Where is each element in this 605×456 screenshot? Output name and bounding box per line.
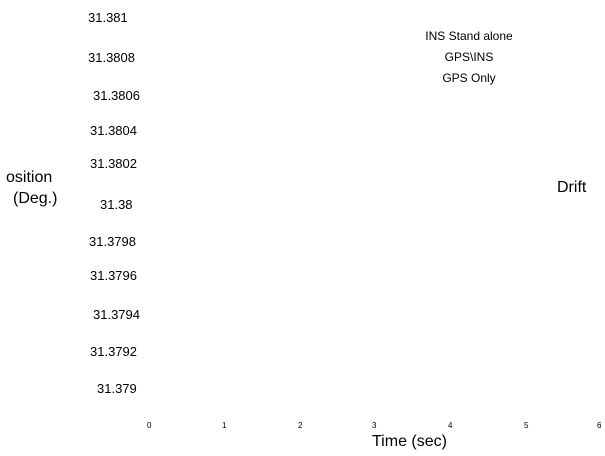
y-tick-label: 31.3802 <box>90 156 137 171</box>
y-tick-label: 31.38 <box>100 197 133 212</box>
y-tick-label: 31.3796 <box>90 268 137 283</box>
x-tick-label: 4 <box>448 421 453 430</box>
x-tick-label: 0 <box>147 421 152 430</box>
legend-entry: INS Stand alone <box>425 29 513 43</box>
y-axis-label-line-2: (Deg.) <box>13 190 57 207</box>
legend-entry: GPS\INS <box>445 50 494 64</box>
x-tick-label: 3 <box>372 421 377 430</box>
y-tick-label: 31.3798 <box>89 234 136 249</box>
y-tick-label: 31.3804 <box>90 123 137 138</box>
y-tick-label: 31.379 <box>97 381 137 396</box>
y-tick-label: 31.3806 <box>93 88 140 103</box>
x-tick-label: 1 <box>222 421 227 430</box>
drift-annotation: Drift <box>557 179 587 196</box>
y-tick-label: 31.381 <box>88 10 128 25</box>
x-tick-label: 2 <box>298 421 303 430</box>
y-tick-label: 31.3808 <box>88 50 135 65</box>
x-axis-label: Time (sec) <box>372 433 447 450</box>
x-tick-label: 6 <box>597 421 602 430</box>
legend-entry: GPS Only <box>442 71 495 85</box>
y-tick-label: 31.3794 <box>93 307 140 322</box>
legend: INS Stand alone GPS\INS GPS Only <box>425 29 513 85</box>
y-tick-labels: 31.381 31.3808 31.3806 31.3804 31.3802 31.38 3… <box>88 10 140 396</box>
y-axis-label-line-1: osition <box>6 169 52 186</box>
y-tick-label: 31.3792 <box>90 344 137 359</box>
x-tick-labels: 0 1 2 3 4 5 6 <box>147 421 602 430</box>
x-tick-label: 5 <box>524 421 529 430</box>
